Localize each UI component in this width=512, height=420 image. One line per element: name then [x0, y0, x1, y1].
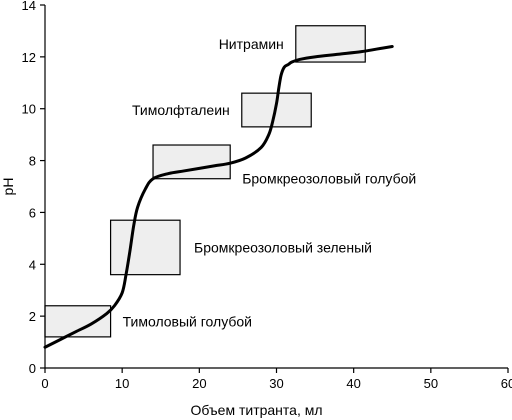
y-tick-label: 14	[22, 0, 36, 13]
x-tick-label: 0	[41, 376, 48, 391]
indicator-band	[109, 219, 181, 276]
indicator-label: Нитрамин	[219, 36, 284, 52]
x-axis-title: Объем титранта, мл	[190, 402, 322, 418]
y-tick-label: 2	[29, 309, 36, 324]
y-tick-label: 8	[29, 154, 36, 169]
indicator-label: Тимоловый голубой	[123, 313, 252, 329]
y-tick-label: 0	[29, 361, 36, 376]
x-tick-label: 20	[192, 376, 206, 391]
x-tick-label: 10	[115, 376, 129, 391]
y-tick-label: 10	[22, 102, 36, 117]
x-tick-label: 50	[424, 376, 438, 391]
y-axis-title: pH	[0, 178, 16, 196]
x-tick-label: 60	[501, 376, 512, 391]
indicator-label: Бромкреозоловый зеленый	[194, 239, 372, 255]
indicator-labels: Тимоловый голубой Бромкреозоловый зеленый…	[123, 36, 417, 329]
axes: 0 10 20 30 40 50 60 0 2 4 6 8 10 12 14	[22, 0, 512, 391]
indicator-bands	[44, 25, 366, 338]
x-tick-label: 30	[269, 376, 283, 391]
x-tick-label: 40	[346, 376, 360, 391]
y-tick-label: 12	[22, 50, 36, 65]
y-tick-label: 4	[29, 257, 36, 272]
indicator-band	[152, 144, 231, 180]
indicator-label: Тимолфталеин	[132, 102, 230, 118]
titration-curve-layer	[43, 44, 394, 349]
y-tick-label: 6	[29, 205, 36, 220]
titration-curve	[43, 44, 394, 349]
indicator-label: Бромкреозоловый голубой	[242, 171, 416, 187]
